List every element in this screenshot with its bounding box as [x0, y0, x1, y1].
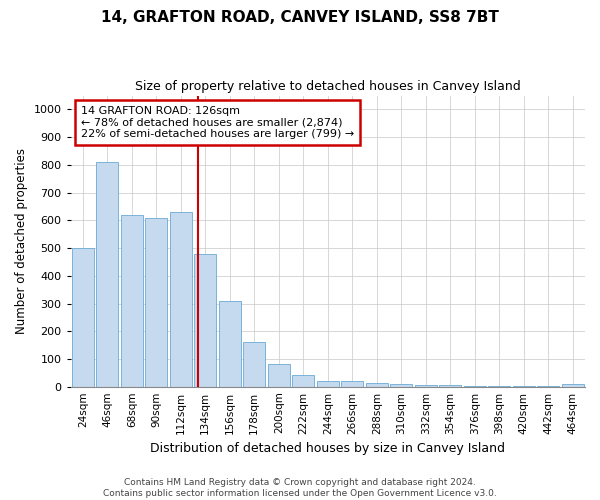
Y-axis label: Number of detached properties: Number of detached properties [15, 148, 28, 334]
Bar [194, 254, 217, 386]
Bar [97, 162, 118, 386]
Bar [366, 382, 388, 386]
X-axis label: Distribution of detached houses by size in Canvey Island: Distribution of detached houses by size … [150, 442, 505, 455]
Title: Size of property relative to detached houses in Canvey Island: Size of property relative to detached ho… [135, 80, 521, 93]
Bar [121, 215, 143, 386]
Bar [219, 300, 241, 386]
Bar [170, 212, 192, 386]
Bar [317, 380, 339, 386]
Text: Contains HM Land Registry data © Crown copyright and database right 2024.
Contai: Contains HM Land Registry data © Crown c… [103, 478, 497, 498]
Text: 14, GRAFTON ROAD, CANVEY ISLAND, SS8 7BT: 14, GRAFTON ROAD, CANVEY ISLAND, SS8 7BT [101, 10, 499, 25]
Bar [268, 364, 290, 386]
Bar [72, 248, 94, 386]
Bar [292, 375, 314, 386]
Text: 14 GRAFTON ROAD: 126sqm
← 78% of detached houses are smaller (2,874)
22% of semi: 14 GRAFTON ROAD: 126sqm ← 78% of detache… [81, 106, 354, 139]
Bar [415, 384, 437, 386]
Bar [243, 342, 265, 386]
Bar [562, 384, 584, 386]
Bar [390, 384, 412, 386]
Bar [145, 218, 167, 386]
Bar [341, 381, 364, 386]
